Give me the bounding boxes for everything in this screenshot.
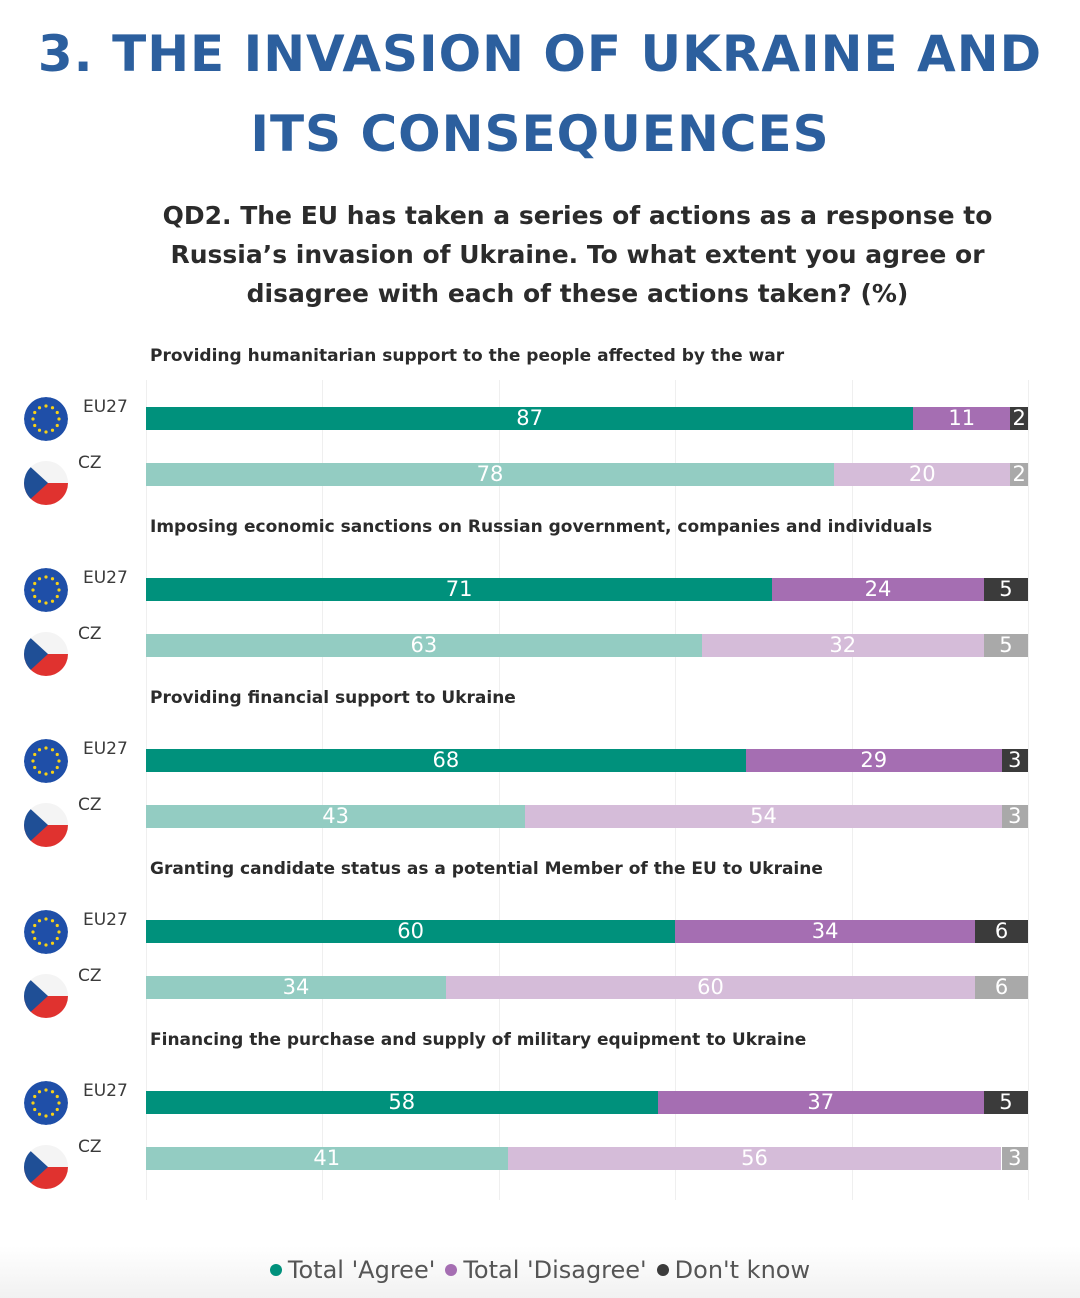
legend-item: Total 'Disagree' [445, 1256, 647, 1284]
bar-segment-agree: 78 [146, 463, 834, 486]
row-label-eu27: EU27 [83, 1081, 128, 1101]
gridline [146, 380, 147, 1200]
bar-cz: 63 32 5 [146, 634, 1028, 657]
bar-segment-dont-know: 3 [1001, 805, 1028, 828]
section-label: Granting candidate status as a potential… [150, 859, 823, 879]
legend-item: Total 'Agree' [269, 1256, 436, 1284]
bar-segment-disagree: 34 [675, 920, 976, 943]
bar-segment-agree: 41 [146, 1147, 508, 1170]
legend-item: Don't know [656, 1256, 811, 1284]
gridline [1028, 380, 1029, 1200]
bar-segment-dont-know: 3 [1001, 1147, 1028, 1170]
title-line-2: ITS CONSEQUENCES [250, 105, 830, 163]
eu-flag-icon [24, 568, 68, 612]
gridline [852, 380, 853, 1200]
gridline [675, 380, 676, 1200]
gridline [322, 380, 323, 1200]
bar-cz: 41 56 3 [146, 1147, 1028, 1170]
bar-eu27: 87 11 2 [146, 407, 1028, 430]
bar-segment-disagree: 11 [913, 407, 1011, 430]
row-label-cz: CZ [78, 966, 102, 986]
row-label-eu27: EU27 [83, 397, 128, 417]
eu-flag-icon [24, 1081, 68, 1125]
legend-label: Don't know [674, 1256, 811, 1284]
bar-segment-disagree: 56 [507, 1147, 1002, 1170]
page-title: 3. THE INVASION OF UKRAINE AND ITS CONSE… [0, 14, 1080, 174]
bar-segment-dont-know: 3 [1001, 749, 1028, 772]
eu-flag-icon [24, 397, 68, 441]
legend-dot-icon [445, 1264, 458, 1276]
bar-segment-dont-know: 2 [1010, 463, 1028, 486]
bar-segment-agree: 43 [146, 805, 526, 828]
bar-segment-disagree: 20 [834, 463, 1011, 486]
bar-cz: 43 54 3 [146, 805, 1028, 828]
title-line-1: 3. THE INVASION OF UKRAINE AND [37, 25, 1043, 83]
gridline [499, 380, 500, 1200]
row-label-cz: CZ [78, 624, 102, 644]
bar-segment-agree: 34 [146, 976, 446, 999]
bar-segment-dont-know: 5 [983, 634, 1028, 657]
bar-segment-dont-know: 5 [983, 1091, 1028, 1114]
section-label: Financing the purchase and supply of mil… [150, 1030, 807, 1050]
cz-flag-icon [24, 632, 68, 676]
eu-flag-icon [24, 910, 68, 954]
bar-segment-disagree: 24 [772, 578, 984, 601]
bar-segment-dont-know: 5 [983, 578, 1028, 601]
bar-segment-dont-know: 6 [975, 920, 1028, 943]
bar-segment-disagree: 37 [657, 1091, 984, 1114]
bar-cz: 78 20 2 [146, 463, 1028, 486]
row-label-eu27: EU27 [83, 739, 128, 759]
cz-flag-icon [24, 974, 68, 1018]
eu-flag-icon [24, 739, 68, 783]
footer-band [0, 1246, 1080, 1298]
bar-segment-agree: 63 [146, 634, 702, 657]
legend-label: Total 'Disagree' [463, 1256, 647, 1284]
legend-dot-icon [269, 1264, 282, 1276]
bar-segment-dont-know: 2 [1010, 407, 1028, 430]
section-label: Providing humanitarian support to the pe… [150, 346, 785, 366]
section-label: Imposing economic sanctions on Russian g… [150, 517, 933, 537]
bar-eu27: 58 37 5 [146, 1091, 1028, 1114]
bar-eu27: 68 29 3 [146, 749, 1028, 772]
bar-eu27: 60 34 6 [146, 920, 1028, 943]
cz-flag-icon [24, 1145, 68, 1189]
bar-segment-agree: 58 [146, 1091, 658, 1114]
section-label: Providing financial support to Ukraine [150, 688, 516, 708]
bar-segment-agree: 71 [146, 578, 773, 601]
legend-dot-icon [656, 1264, 669, 1276]
cz-flag-icon [24, 803, 68, 847]
question-line-2: Russia’s invasion of Ukraine. To what ex… [170, 240, 985, 269]
cz-flag-icon [24, 461, 68, 505]
chart-legend: Total 'Agree' Total 'Disagree' Don't know [0, 1256, 1080, 1284]
bar-segment-disagree: 54 [525, 805, 1002, 828]
bar-segment-agree: 60 [146, 920, 676, 943]
row-label-eu27: EU27 [83, 910, 128, 930]
bar-segment-agree: 87 [146, 407, 914, 430]
bar-eu27: 71 24 5 [146, 578, 1028, 601]
row-label-cz: CZ [78, 1137, 102, 1157]
question-line-1: QD2. The EU has taken a series of action… [162, 201, 993, 230]
bar-segment-disagree: 32 [701, 634, 984, 657]
bar-cz: 34 60 6 [146, 976, 1028, 999]
bar-segment-disagree: 60 [445, 976, 976, 999]
row-label-eu27: EU27 [83, 568, 128, 588]
row-label-cz: CZ [78, 453, 102, 473]
bar-segment-disagree: 29 [745, 749, 1002, 772]
bar-segment-dont-know: 6 [975, 976, 1028, 999]
legend-label: Total 'Agree' [287, 1256, 436, 1284]
row-label-cz: CZ [78, 795, 102, 815]
question-line-3: disagree with each of these actions take… [246, 279, 909, 308]
bar-segment-agree: 68 [146, 749, 746, 772]
chart-question: QD2. The EU has taken a series of action… [130, 196, 1025, 313]
